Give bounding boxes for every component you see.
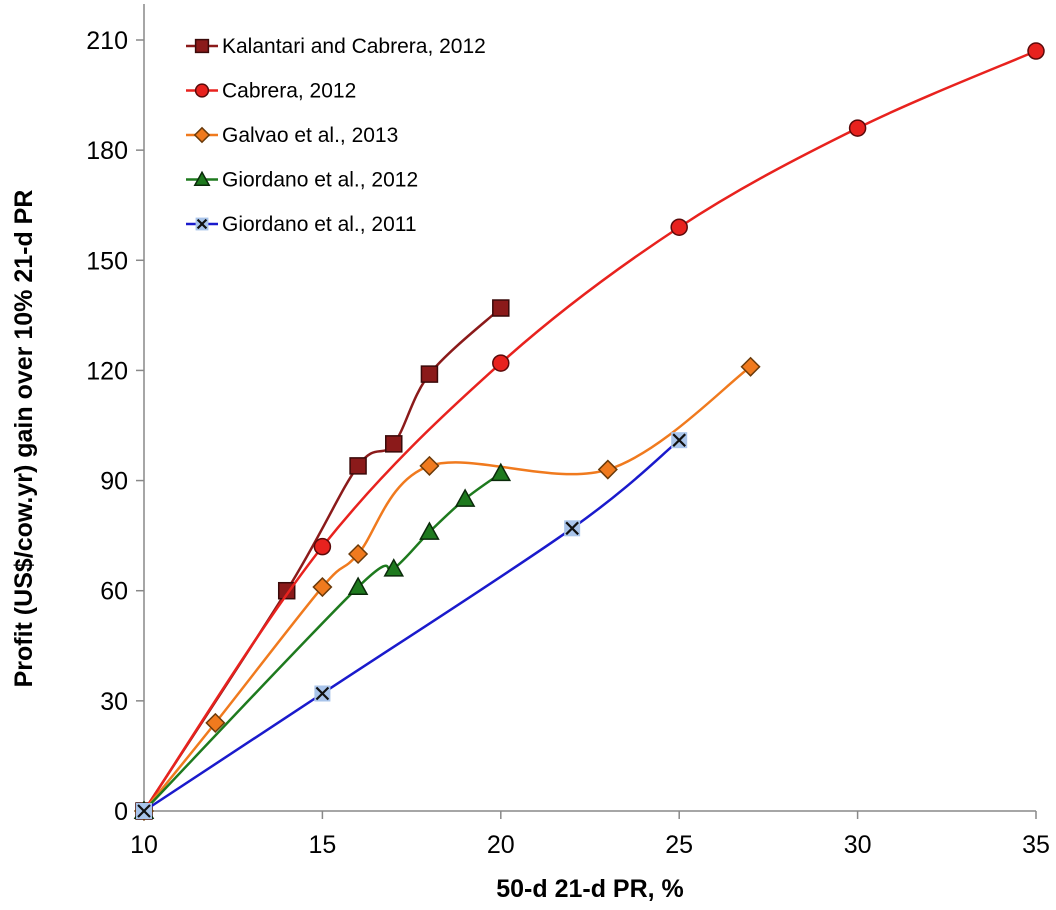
legend-marker — [194, 38, 210, 54]
series-2 — [133, 356, 761, 822]
data-point — [349, 457, 367, 475]
y-tick-label: 30 — [100, 688, 128, 716]
series-3 — [133, 462, 512, 819]
y-axis-title: Profit (US$/cow.yr) gain over 10% 21-d P… — [10, 190, 38, 688]
legend-label: Giordano et al., 2011 — [222, 213, 417, 236]
x-tick-label: 20 — [487, 831, 515, 859]
x-tick-label: 15 — [308, 831, 336, 859]
x-tick-label: 35 — [1022, 831, 1050, 859]
series-4 — [136, 432, 688, 819]
legend-label: Kalantari and Cabrera, 2012 — [222, 35, 486, 58]
x-axis-title: 50-d 21-d PR, % — [496, 875, 684, 903]
legend-label: Giordano et al., 2012 — [222, 169, 418, 192]
data-point — [419, 521, 440, 540]
data-point — [670, 218, 688, 236]
legend-entry: Giordano et al., 2012 — [186, 169, 418, 192]
data-point — [205, 712, 226, 733]
series-1 — [135, 42, 1045, 820]
data-point — [383, 558, 405, 577]
series-layer — [133, 42, 1045, 822]
data-point — [490, 462, 512, 482]
y-tick-label: 60 — [100, 578, 128, 606]
series-line — [143, 439, 680, 813]
y-tick-label: 150 — [86, 247, 128, 275]
axes: 0 30 60 90 120 150 180 210 10 15 20 25 30 35 — [86, 4, 1050, 859]
y-tick-label: 120 — [86, 357, 128, 385]
x-tick-label: 25 — [665, 831, 693, 859]
legend-marker — [195, 217, 209, 231]
data-point — [348, 543, 369, 565]
series-line — [142, 49, 1037, 812]
data-point — [492, 299, 510, 317]
legend-marker — [193, 170, 211, 187]
data-point — [740, 356, 761, 377]
data-point — [597, 459, 618, 480]
y-tick-label: 0 — [114, 798, 128, 826]
data-point — [347, 576, 369, 595]
y-tick-label: 90 — [100, 468, 128, 496]
series-line — [143, 472, 502, 812]
x-tick-label: 10 — [130, 831, 158, 859]
data-point — [312, 576, 333, 598]
data-point — [564, 520, 581, 537]
data-point — [385, 435, 403, 453]
series-0 — [135, 299, 510, 820]
y-tick-label: 180 — [86, 137, 128, 165]
y-tick-label: 210 — [86, 27, 128, 55]
legend: Kalantari and Cabrera, 2012 Cabrera, 2012… — [186, 35, 486, 236]
x-tick-label: 30 — [844, 831, 872, 859]
legend-entry: Cabrera, 2012 — [186, 80, 356, 103]
data-point — [1027, 42, 1045, 60]
legend-marker — [193, 126, 211, 144]
legend-entry: Giordano et al., 2011 — [186, 213, 417, 236]
legend-entry: Galvao et al., 2013 — [186, 124, 398, 147]
data-point — [671, 432, 688, 449]
data-point — [136, 803, 152, 819]
data-point — [277, 581, 296, 600]
data-point — [848, 119, 867, 137]
data-point — [419, 455, 440, 476]
legend-label: Cabrera, 2012 — [222, 80, 356, 103]
legend-entry: Kalantari and Cabrera, 2012 — [186, 35, 486, 58]
data-point — [314, 685, 331, 702]
series-line — [143, 365, 752, 812]
data-point — [313, 537, 332, 556]
series-line — [142, 307, 502, 812]
data-point — [454, 488, 476, 507]
legend-label: Galvao et al., 2013 — [222, 124, 398, 147]
data-point — [420, 365, 439, 383]
data-point — [492, 354, 510, 372]
legend-marker — [194, 83, 210, 98]
